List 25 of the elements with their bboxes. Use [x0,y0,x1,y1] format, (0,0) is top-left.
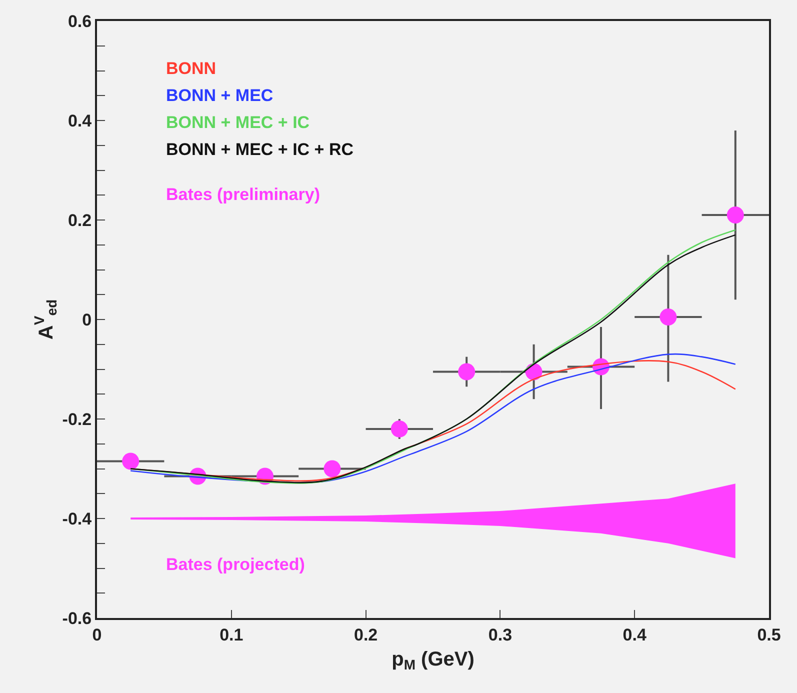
x-tick-label: 0.2 [354,625,378,644]
legend-label: Bates (projected) [166,555,305,574]
x-tick-label: 0.4 [622,625,647,644]
point [390,420,408,438]
y-tick-label: 0.6 [68,12,92,31]
x-axis-title: p$_{M}$ (GeV) [392,648,474,673]
y-tick-label: 0 [82,310,92,330]
text: BONN + MEC + IC [166,113,310,132]
y-tick-label: -0.4 [62,509,92,528]
point [726,206,744,224]
point [324,460,341,478]
point [122,452,140,470]
text: BONN + MEC [166,86,274,105]
point [660,308,677,326]
point [458,363,476,380]
y-tick-label: -0.2 [62,410,92,429]
text: BONN [166,59,216,78]
x-tick-label: 0.5 [757,625,781,644]
text: BONN + MEC + IC + RC [166,140,354,159]
text: Bates (preliminary) [166,185,320,204]
x-tick-label: 0.3 [488,625,512,644]
y-tick-label: 0.2 [68,210,92,230]
y-tick-label: -0.6 [62,608,92,628]
x-tick-label: 0.1 [220,625,244,644]
y-tick-label: 0.4 [68,111,92,130]
